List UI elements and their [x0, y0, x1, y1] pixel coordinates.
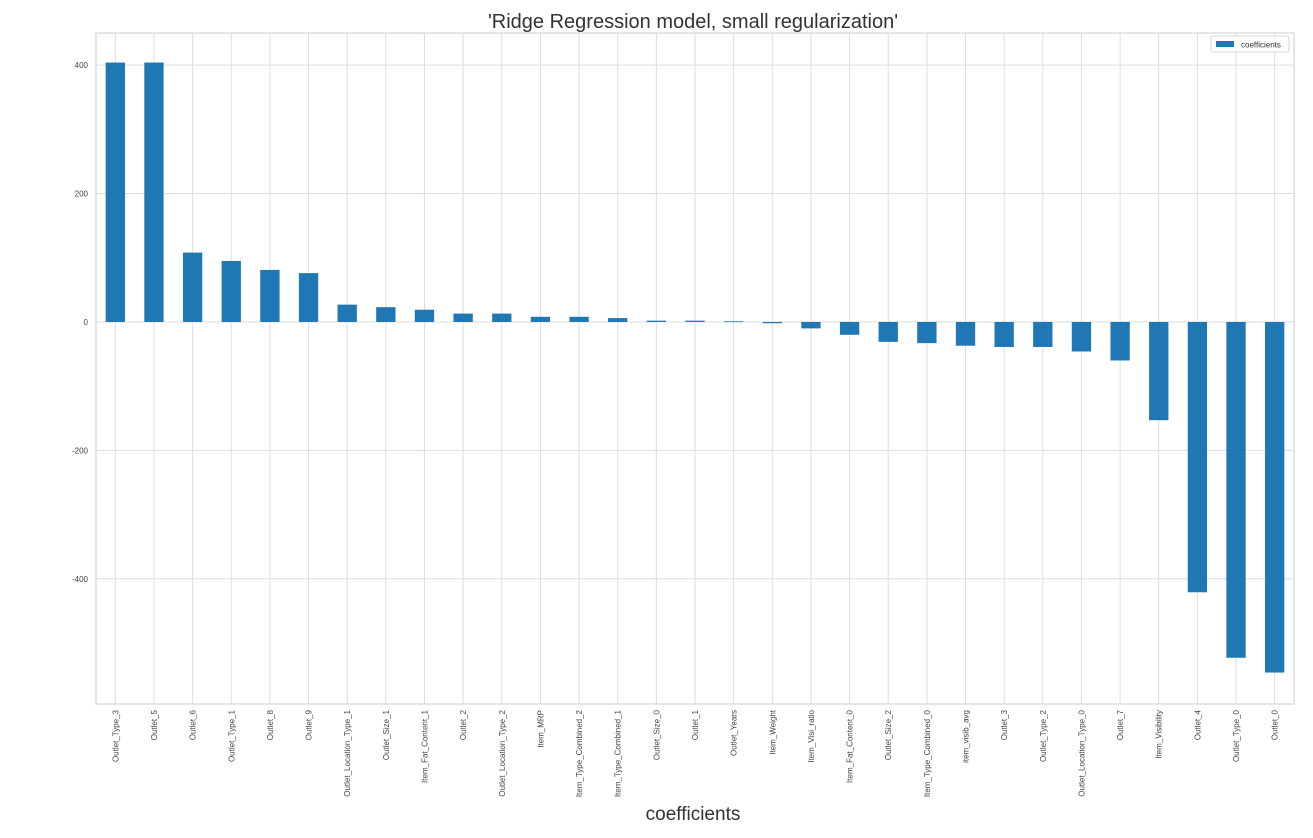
bar-outlet-3	[994, 321, 1014, 347]
y-tick-label: 200	[75, 190, 89, 199]
plot-frame	[95, 32, 1295, 705]
bar-item-type-combined-0	[917, 321, 937, 344]
bar-outlet-size-2	[878, 321, 898, 342]
y-tick-label: 0	[84, 318, 89, 327]
bar-item-weight	[762, 321, 782, 324]
bar-outlet-size-1	[376, 307, 396, 322]
x-tick-label: Outlet_9	[305, 709, 314, 740]
bar-outlet-4	[1187, 321, 1208, 593]
bar-item-visi-ratio	[801, 321, 821, 329]
x-tick-label: Outlet_Size_1	[382, 709, 391, 760]
x-tick-label: Outlet_Type_1	[227, 709, 236, 762]
x-axis-label: coefficients	[646, 804, 741, 825]
x-tick-label: Outlet_5	[150, 709, 159, 740]
x-tick-label: Outlet_Location_Type_1	[343, 709, 352, 796]
x-tick-label: Outlet_0	[1271, 709, 1280, 740]
x-tick-labels: Outlet_Type_3 Outlet_5 Outlet_6 Outlet_Type…	[111, 709, 1279, 797]
bar-item-type-combined-1	[608, 318, 628, 322]
bar-outlet-8	[260, 269, 280, 322]
y-tick-labels: 400 200 0 -200 -400	[72, 61, 89, 584]
bars-layer	[105, 62, 1285, 673]
x-tick-label: Item_MRP	[536, 710, 545, 748]
x-tick-label: Item_Visibility	[1155, 710, 1164, 759]
x-tick-label: Outlet_3	[1000, 709, 1009, 740]
x-tick-label: Outlet_8	[266, 709, 275, 740]
chart-title: 'Ridge Regression model, small regulariz…	[488, 11, 898, 33]
grid-layer	[96, 33, 1294, 704]
x-tick-label: Outlet_Type_0	[1232, 709, 1241, 762]
bar-outlet-location-type-1	[337, 304, 357, 322]
bar-outlet-5	[144, 62, 164, 322]
x-tick-label: Outlet_Years	[730, 710, 739, 756]
bar-outlet-size-0	[646, 320, 667, 322]
y-tick-label: -400	[72, 575, 89, 584]
bar-outlet-years	[723, 321, 744, 323]
bar-outlet-9	[298, 273, 319, 322]
x-tick-label: Outlet_7	[1116, 709, 1125, 740]
x-tick-label: Item_Type_Combined_1	[614, 709, 623, 797]
x-tick-label: Outlet_Location_Type_2	[498, 709, 507, 796]
bar-outlet-type-3	[105, 62, 125, 322]
bar-outlet-location-type-0	[1071, 321, 1092, 352]
bar-item-visib-avg	[955, 321, 976, 346]
x-tick-label: Outlet_2	[459, 709, 468, 740]
bar-outlet-0	[1265, 321, 1285, 673]
legend: coefficients	[1210, 35, 1290, 53]
x-tick-label: Outlet_Size_0	[652, 709, 661, 760]
legend-swatch	[1216, 41, 1234, 47]
x-tick-label: Outlet_1	[691, 709, 700, 740]
bar-item-visibility	[1149, 321, 1169, 421]
bar-outlet-2	[453, 313, 473, 322]
bar-item-mrp	[530, 316, 551, 322]
bar-outlet-6	[182, 252, 203, 322]
bar-outlet-type-1	[221, 260, 241, 322]
bar-outlet-location-type-2	[492, 313, 512, 322]
bar-item-type-combined-2	[569, 316, 589, 322]
bar-outlet-type-0	[1226, 321, 1246, 658]
x-tick-label: Outlet_4	[1193, 709, 1202, 740]
bar-outlet-7	[1110, 321, 1130, 361]
x-tick-label: Item_Fat_Content_0	[846, 709, 855, 782]
x-tick-label: item_visib_avg	[962, 710, 971, 763]
x-tick-label: Outlet_Location_Type_0	[1077, 709, 1086, 796]
legend-label: coefficients	[1241, 41, 1281, 50]
x-tick-label: Outlet_Size_2	[884, 709, 893, 760]
x-tick-label: Item_Weight	[768, 709, 777, 755]
x-tick-label: Item_Type_Combined_2	[575, 709, 584, 797]
x-tick-label: Outlet_Type_2	[1039, 709, 1048, 762]
x-tick-label: Outlet_6	[189, 709, 198, 740]
bar-item-fat-content-1	[414, 309, 435, 322]
x-tick-label: Item_Fat_Content_1	[420, 709, 429, 782]
y-tick-label: 400	[75, 61, 89, 70]
y-tick-label: -200	[72, 446, 89, 455]
x-tick-label: Item_Type_Combined_0	[923, 709, 932, 797]
bar-outlet-1	[685, 320, 705, 322]
bar-outlet-type-2	[1033, 321, 1053, 347]
bar-item-fat-content-0	[839, 321, 860, 335]
x-tick-label: Item_Visi_ratio	[807, 709, 816, 762]
x-tick-label: Outlet_Type_3	[111, 709, 120, 762]
legend-box	[1210, 35, 1290, 53]
